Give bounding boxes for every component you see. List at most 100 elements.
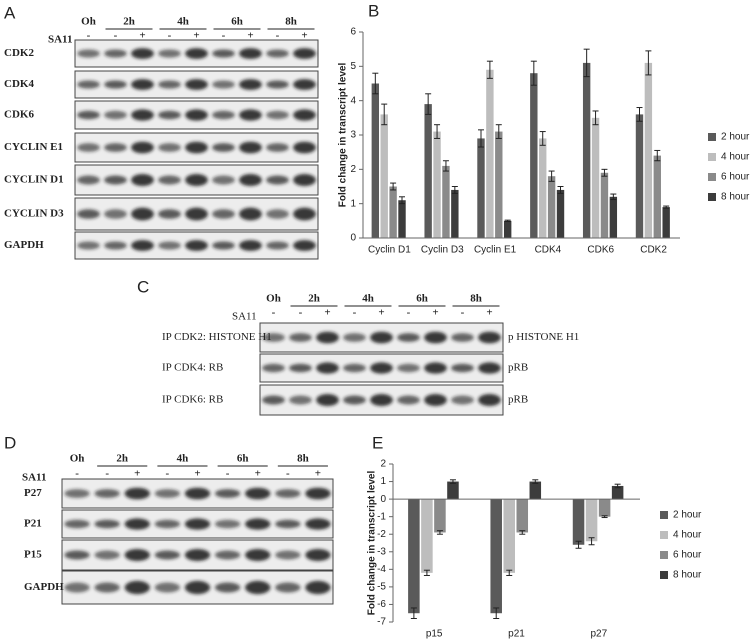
band [158,241,181,250]
y-axis-label: Fold change in transcript level [338,63,349,208]
time-label: 4h [177,453,189,465]
lane-sign: + [193,30,199,42]
band [131,141,154,154]
band [104,110,127,120]
legend-label: 8 hour [673,570,702,581]
time-label: 2h [116,453,128,465]
error-bar [477,129,484,148]
bar [495,131,503,238]
bar [600,172,609,238]
bands [77,240,316,251]
error-bar [495,124,502,139]
legend-label: 2 hour [673,510,702,521]
y-tick-label: -5 [377,582,386,593]
legend-swatch [708,193,716,201]
error-bar [436,530,443,535]
lane-sign: - [272,307,276,319]
band [424,394,447,406]
band [154,489,181,498]
time-label: 4h [362,293,374,305]
band [214,489,241,498]
bar [503,220,512,238]
bands [262,362,501,374]
lane-sign: - [168,30,172,42]
time-label: Oh [81,16,96,28]
band [212,49,235,58]
band [451,395,474,405]
panel-letter: B [368,1,379,20]
band [424,331,447,344]
band [77,110,100,120]
band [124,549,150,561]
band [266,143,289,152]
error-bar [645,50,652,76]
band [293,207,316,221]
lane-sign: - [461,307,465,319]
band [343,333,366,342]
bar [582,62,591,239]
lane-sign: - [353,307,357,319]
band [239,240,262,251]
band [104,241,127,250]
band [212,143,235,152]
row-label: CDK2 [4,47,34,59]
y-tick-label: -7 [377,617,386,628]
bar [389,186,397,238]
band [158,175,181,185]
band [239,141,262,154]
error-bar [583,48,590,78]
bands [77,174,316,186]
band [77,241,100,250]
treatment-label: SA11 [48,34,72,46]
time-label: 8h [285,16,297,28]
row-label: GAPDH [4,239,44,251]
time-label: 2h [308,293,320,305]
band [185,141,208,154]
lane-sign: + [247,30,253,42]
band [275,519,301,529]
band [185,207,208,221]
band [266,209,289,219]
band [239,207,262,221]
row-label: IP CDK4: RB [162,362,223,374]
band [94,550,120,560]
band [262,333,285,342]
error-bar [636,107,643,122]
band [104,143,127,152]
error-bar [601,515,608,519]
error-bar [506,569,513,576]
lane-sign: - [407,307,411,319]
band [214,582,241,593]
bar [380,114,388,238]
bar [503,499,515,573]
error-bar [575,540,582,549]
band [266,80,289,89]
bar [653,155,661,238]
band [104,209,127,219]
bar [424,104,432,238]
legend-label: 6 hour [673,550,702,561]
bar [451,189,459,238]
error-bar [519,530,526,535]
bar [598,499,611,517]
panel-letter: D [4,433,16,452]
lane-sign: + [315,468,321,480]
y-tick-label: -2 [377,529,386,540]
band [275,582,301,593]
legend-swatch [660,551,668,559]
y-tick-label: -1 [377,511,386,522]
legend-swatch [660,531,668,539]
band [316,331,339,344]
bands [262,331,501,344]
band [214,550,241,560]
lane-sign: + [378,307,384,319]
error-bar [399,196,406,205]
x-tick-label: CDK6 [587,245,614,256]
y-tick-label: 1 [380,476,386,487]
error-bar [530,60,537,86]
bands [77,48,316,59]
band [293,79,316,90]
band [239,174,262,186]
band [131,174,154,186]
y-tick-label: 0 [380,494,386,505]
